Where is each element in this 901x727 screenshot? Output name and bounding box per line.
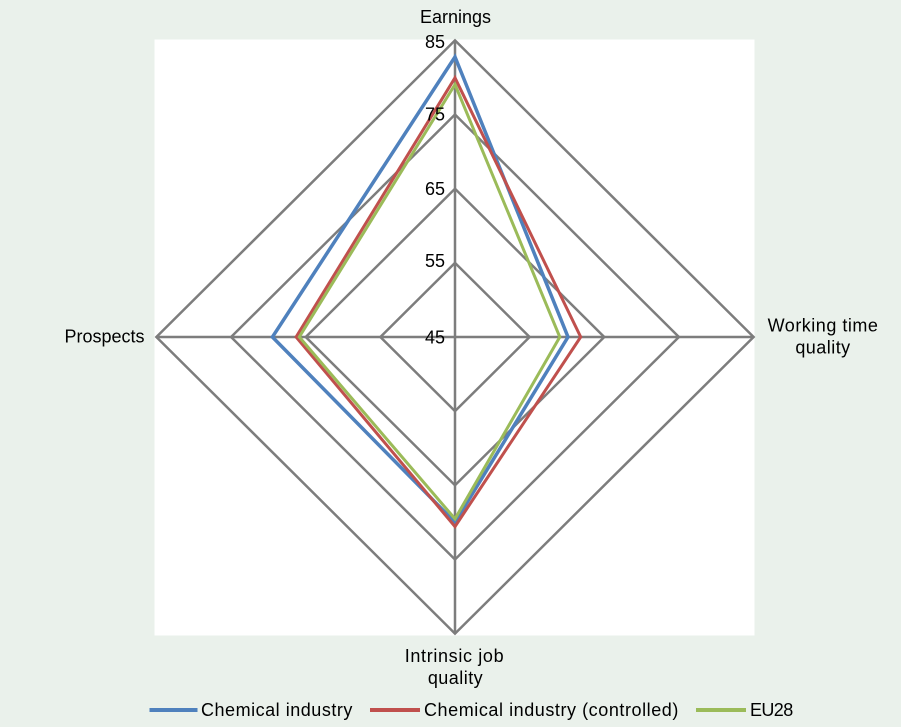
svg-text:85: 85 xyxy=(425,32,445,52)
svg-text:Earnings: Earnings xyxy=(420,7,491,27)
svg-text:45: 45 xyxy=(425,327,445,347)
svg-text:Intrinsic job: Intrinsic job xyxy=(405,646,505,666)
svg-text:quality: quality xyxy=(428,668,483,688)
svg-text:Working time: Working time xyxy=(768,316,879,336)
svg-text:Chemical industry (controlled): Chemical industry (controlled) xyxy=(424,700,679,720)
svg-text:Chemical industry: Chemical industry xyxy=(201,700,353,720)
svg-text:quality: quality xyxy=(795,338,850,358)
svg-text:65: 65 xyxy=(425,179,445,199)
svg-text:55: 55 xyxy=(425,251,445,271)
svg-text:EU28: EU28 xyxy=(750,700,793,720)
svg-text:75: 75 xyxy=(425,104,445,124)
svg-text:Prospects: Prospects xyxy=(64,327,144,347)
